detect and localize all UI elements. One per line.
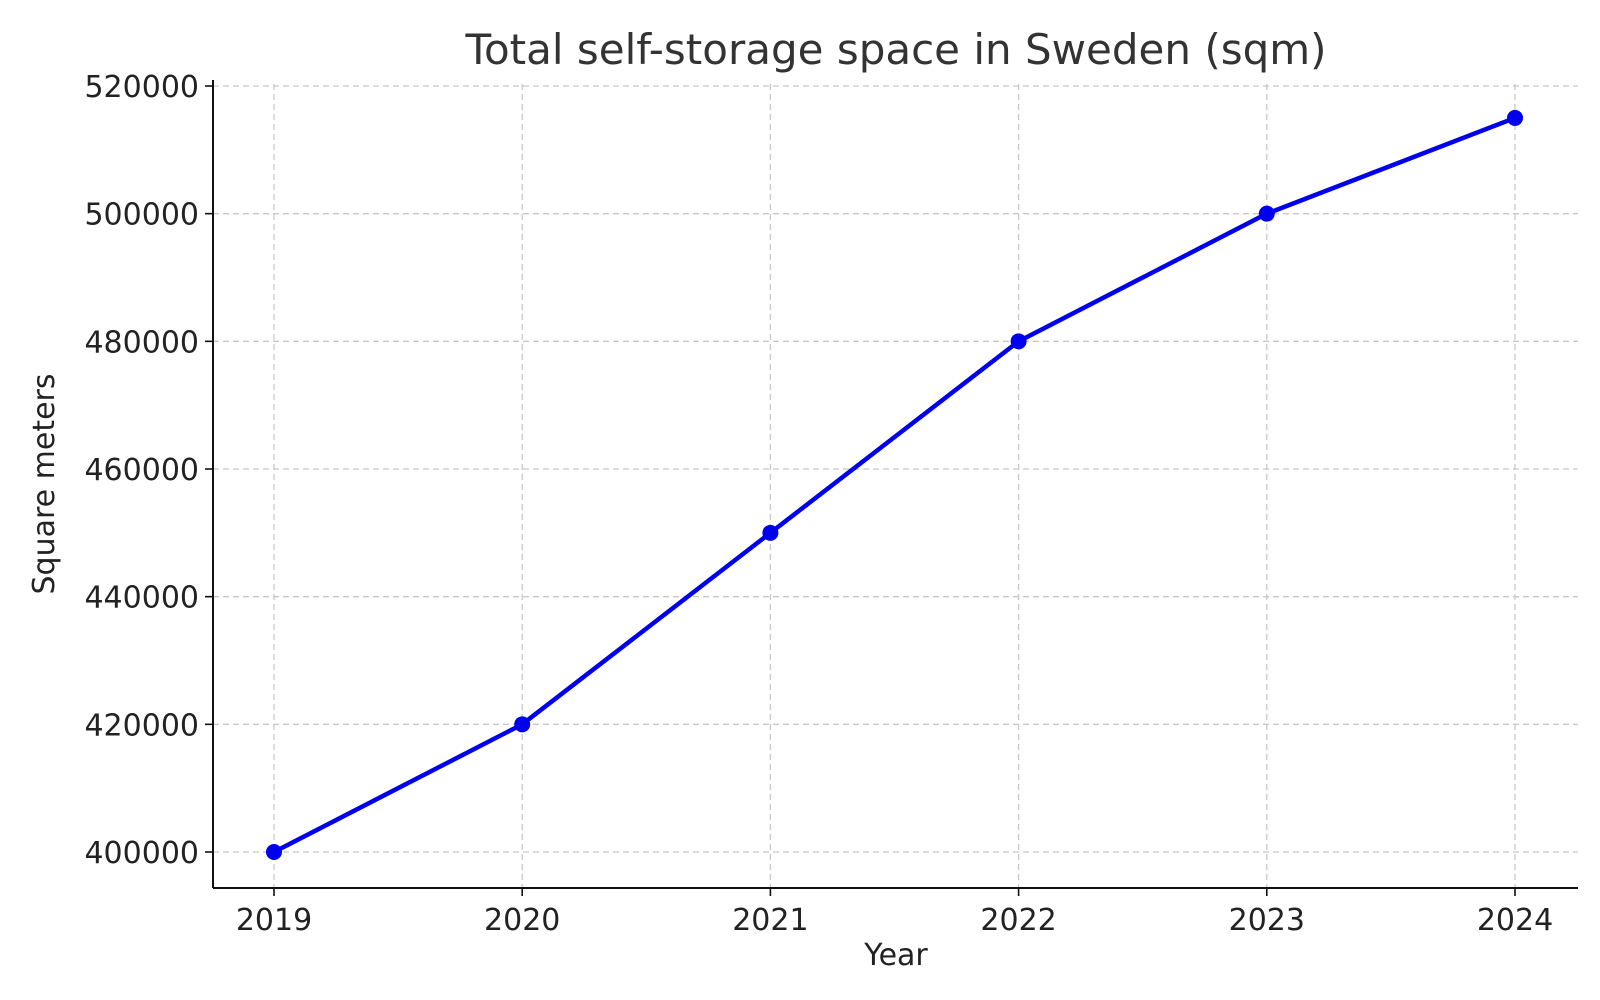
x-tick-label: 2022: [980, 903, 1056, 938]
y-tick-label: 520000: [84, 70, 199, 105]
data-point: [1258, 205, 1275, 222]
tick-labels: 400000 420000 440000 460000 480000 500000 5200…: [84, 70, 1553, 938]
data-point: [1507, 109, 1523, 126]
data-point: [762, 524, 779, 541]
series-line: [271, 115, 1518, 855]
grid: [213, 84, 1578, 888]
y-tick-label: 400000: [84, 836, 199, 871]
data-point: [514, 716, 531, 733]
x-tick-label: 2024: [1477, 903, 1553, 938]
series: [266, 109, 1523, 860]
y-tick-label: 480000: [84, 325, 199, 360]
x-tick-label: 2019: [236, 903, 312, 938]
y-tick-label: 500000: [84, 198, 199, 233]
y-axis-label: Square meters: [27, 373, 62, 594]
data-point: [266, 844, 282, 860]
x-tick-label: 2020: [484, 903, 560, 938]
x-tick-label: 2023: [1229, 903, 1305, 938]
y-tick-label: 420000: [84, 708, 199, 743]
y-tick-label: 440000: [84, 581, 199, 616]
axes: [205, 80, 1578, 896]
chart-title: Total self-storage space in Sweden (sqm): [464, 25, 1326, 74]
data-point: [1010, 333, 1027, 350]
y-tick-label: 460000: [84, 453, 199, 488]
x-tick-label: 2021: [732, 903, 808, 938]
x-axis-label: Year: [863, 938, 928, 973]
